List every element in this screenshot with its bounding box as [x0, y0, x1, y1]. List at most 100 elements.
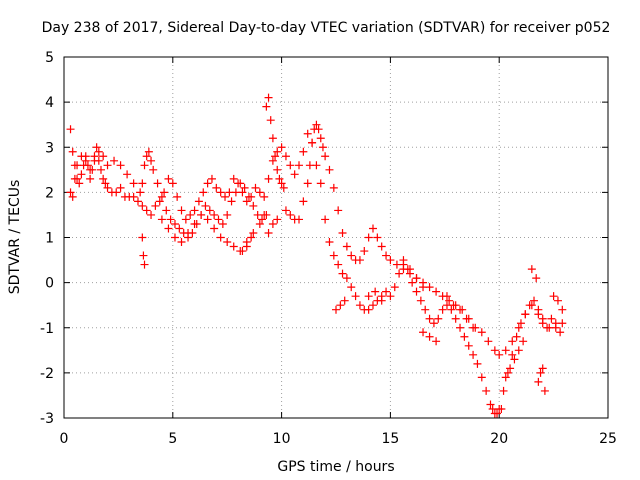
data-point — [532, 274, 541, 283]
data-point — [334, 206, 343, 215]
data-point — [340, 296, 349, 305]
data-point — [201, 201, 210, 210]
data-point — [138, 179, 147, 188]
data-point — [260, 192, 269, 201]
data-point — [242, 238, 251, 247]
data-point — [66, 125, 75, 134]
data-point — [416, 296, 425, 305]
data-point — [166, 215, 175, 224]
x-tick-label: 5 — [168, 431, 177, 447]
data-point — [521, 310, 530, 319]
data-point — [334, 260, 343, 269]
data-point — [432, 287, 441, 296]
data-point — [360, 247, 369, 256]
data-point — [164, 224, 173, 233]
data-point — [197, 210, 206, 219]
data-point — [371, 287, 380, 296]
data-point — [157, 192, 166, 201]
data-point — [329, 183, 338, 192]
data-point — [558, 319, 567, 328]
data-point — [447, 305, 456, 314]
data-point — [186, 210, 195, 219]
data-point — [421, 305, 430, 314]
data-point — [368, 224, 377, 233]
data-point — [368, 301, 377, 310]
x-tick-label: 15 — [381, 431, 399, 447]
data-point — [194, 197, 203, 206]
data-point — [160, 188, 169, 197]
data-point — [318, 143, 327, 152]
data-point — [123, 170, 132, 179]
data-point — [170, 233, 179, 242]
data-point — [236, 247, 245, 256]
data-point — [264, 174, 273, 183]
data-point — [99, 174, 108, 183]
data-point — [255, 188, 264, 197]
data-point — [212, 183, 221, 192]
data-point — [534, 377, 543, 386]
data-point — [451, 314, 460, 323]
data-point — [364, 292, 373, 301]
data-point — [549, 292, 558, 301]
data-point — [506, 364, 515, 373]
data-point — [456, 323, 465, 332]
data-point — [425, 314, 434, 323]
data-point — [168, 179, 177, 188]
data-point — [273, 147, 282, 156]
data-point — [68, 192, 77, 201]
data-point — [469, 323, 478, 332]
data-point — [277, 179, 286, 188]
data-point — [419, 328, 428, 337]
data-point — [199, 188, 208, 197]
data-point — [382, 251, 391, 260]
data-point — [299, 197, 308, 206]
data-point — [329, 251, 338, 260]
data-point — [501, 346, 510, 355]
axis-ticks: 0 5 10 15 20 25 -3 -2 -1 0 1 2 3 4 5 — [40, 50, 617, 447]
data-point — [495, 350, 504, 359]
data-point — [275, 174, 284, 183]
data-point — [177, 238, 186, 247]
data-point — [242, 197, 251, 206]
data-point — [321, 215, 330, 224]
data-point — [469, 350, 478, 359]
data-point — [177, 206, 186, 215]
data-point — [266, 116, 275, 125]
data-point — [281, 206, 290, 215]
data-point — [86, 174, 95, 183]
data-point — [103, 161, 112, 170]
data-point — [295, 215, 304, 224]
data-point — [218, 219, 227, 228]
data-point — [83, 161, 92, 170]
data-point — [190, 219, 199, 228]
data-point — [271, 152, 280, 161]
data-point — [164, 174, 173, 183]
data-point — [216, 188, 225, 197]
data-point — [101, 179, 110, 188]
data-point — [486, 400, 495, 409]
data-point — [268, 134, 277, 143]
data-point — [477, 373, 486, 382]
data-point — [405, 265, 414, 274]
data-point — [551, 323, 560, 332]
x-tick-label: 25 — [599, 431, 617, 447]
data-point — [538, 314, 547, 323]
data-point — [425, 332, 434, 341]
data-point — [110, 156, 119, 165]
data-point — [482, 386, 491, 395]
data-point — [364, 305, 373, 314]
data-point — [151, 201, 160, 210]
data-point — [434, 314, 443, 323]
y-tick-label: -2 — [40, 366, 54, 382]
data-point — [116, 183, 125, 192]
data-point — [240, 183, 249, 192]
x-tick-label: 10 — [273, 431, 291, 447]
data-point — [314, 125, 323, 134]
data-point — [338, 228, 347, 237]
data-point — [473, 359, 482, 368]
data-point — [277, 143, 286, 152]
data-point — [464, 341, 473, 350]
data-point — [247, 233, 256, 242]
data-point — [547, 314, 556, 323]
